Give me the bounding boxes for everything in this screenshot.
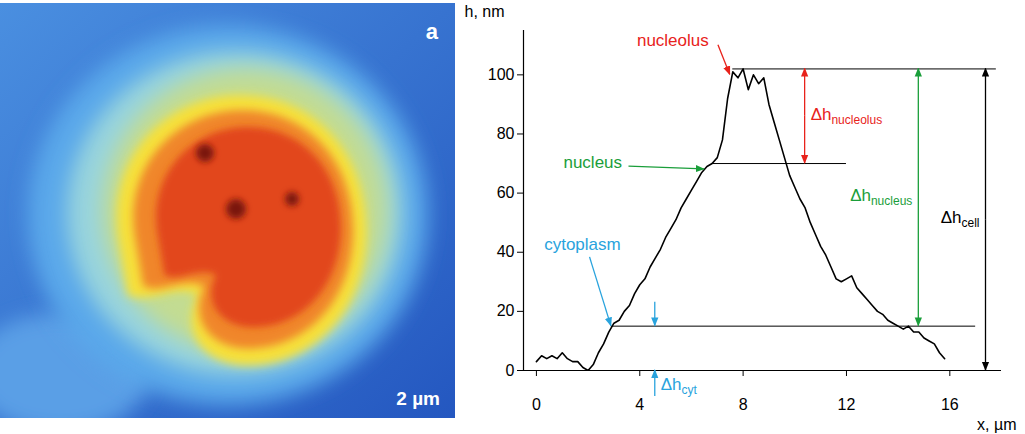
svg-text:Δhnucleus: Δhnucleus [850,187,912,209]
svg-text:40: 40 [497,243,515,260]
svg-text:100: 100 [488,66,515,83]
svg-text:Δhnucleolus: Δhnucleolus [811,105,883,127]
svg-text:16: 16 [941,396,959,413]
svg-text:a: a [426,19,439,44]
svg-text:8: 8 [739,396,748,413]
svg-text:60: 60 [497,184,515,201]
svg-text:Δhcell: Δhcell [941,209,980,231]
svg-text:x, µm: x, µm [977,416,1016,433]
svg-text:4: 4 [635,396,644,413]
svg-text:20: 20 [497,302,515,319]
svg-text:0: 0 [506,362,515,379]
svg-text:12: 12 [838,396,856,413]
svg-text:2 µm: 2 µm [396,388,440,409]
svg-text:Δhcyt: Δhcyt [661,375,698,397]
svg-text:cytoplasm: cytoplasm [544,235,621,254]
svg-text:nucleolus: nucleolus [637,31,709,50]
svg-text:h, nm: h, nm [465,3,505,20]
svg-text:0: 0 [532,396,541,413]
svg-text:80: 80 [497,125,515,142]
svg-text:nucleus: nucleus [563,153,622,172]
